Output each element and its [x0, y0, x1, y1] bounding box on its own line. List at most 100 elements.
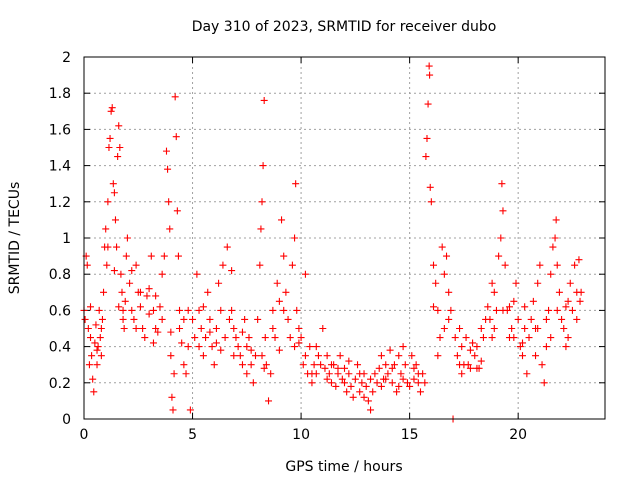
- data-point: [414, 379, 422, 387]
- data-point: [356, 370, 364, 378]
- data-point: [564, 334, 572, 342]
- data-point: [182, 370, 190, 378]
- data-point: [184, 343, 192, 351]
- data-point: [438, 243, 446, 251]
- data-point: [488, 334, 496, 342]
- data-point: [562, 343, 570, 351]
- data-point: [393, 388, 401, 396]
- data-point: [232, 334, 240, 342]
- data-point: [107, 107, 115, 115]
- data-point: [410, 375, 418, 383]
- data-point: [310, 361, 318, 369]
- data-point: [143, 292, 151, 300]
- data-point: [388, 364, 396, 372]
- data-point: [499, 207, 507, 215]
- data-point: [132, 261, 140, 269]
- data-point: [388, 379, 396, 387]
- data-point: [358, 379, 366, 387]
- data-point: [549, 243, 557, 251]
- data-point: [521, 325, 529, 332]
- data-point: [172, 133, 180, 141]
- data-point: [189, 315, 197, 323]
- data-point: [130, 315, 138, 323]
- data-point: [314, 352, 322, 360]
- data-point: [115, 122, 123, 130]
- data-point: [110, 189, 118, 197]
- data-point: [97, 325, 105, 332]
- data-point: [525, 334, 533, 342]
- data-point: [195, 306, 203, 314]
- data-point: [473, 364, 481, 372]
- data-point: [445, 288, 453, 296]
- data-point: [551, 234, 559, 242]
- data-point: [152, 325, 160, 332]
- data-point: [356, 388, 364, 396]
- data-point: [217, 306, 225, 314]
- data-point: [312, 343, 320, 351]
- data-point: [373, 379, 381, 387]
- data-point: [403, 379, 411, 387]
- data-point: [477, 357, 485, 365]
- data-point: [375, 364, 383, 372]
- data-point: [462, 334, 470, 342]
- data-point: [521, 303, 529, 311]
- data-point: [178, 339, 186, 347]
- data-point: [286, 334, 294, 342]
- data-point: [184, 306, 192, 314]
- data-point: [165, 198, 173, 206]
- data-point: [221, 334, 229, 342]
- y-tick-label: 2: [62, 50, 71, 66]
- data-point: [288, 261, 296, 269]
- data-point: [259, 162, 267, 170]
- data-point: [395, 382, 403, 390]
- data-point: [327, 361, 335, 369]
- data-point: [295, 325, 303, 332]
- data-point: [430, 303, 438, 311]
- data-point: [456, 325, 464, 332]
- data-point: [510, 334, 518, 342]
- data-point: [230, 325, 238, 332]
- data-point: [399, 343, 407, 351]
- data-point: [451, 334, 459, 342]
- data-point: [114, 153, 122, 161]
- data-point: [123, 234, 131, 242]
- data-point: [558, 315, 566, 323]
- data-point: [308, 379, 316, 387]
- data-point: [397, 370, 405, 378]
- data-point: [260, 364, 268, 372]
- data-point: [119, 306, 127, 314]
- data-point: [469, 339, 477, 347]
- data-point: [89, 375, 97, 383]
- data-point: [545, 306, 553, 314]
- data-point: [343, 388, 351, 396]
- data-point: [501, 261, 509, 269]
- data-point: [147, 252, 155, 260]
- data-point: [136, 288, 144, 296]
- plot-frame: [83, 56, 606, 420]
- data-point: [295, 339, 303, 347]
- y-axis-label: SRMTID / TECUs: [7, 182, 23, 295]
- data-point: [280, 306, 288, 314]
- data-point: [488, 279, 496, 287]
- data-point: [534, 325, 542, 332]
- data-point: [345, 357, 353, 365]
- data-point: [120, 325, 128, 332]
- data-point: [560, 325, 568, 332]
- data-point: [477, 325, 485, 332]
- y-tick-label: 1.8: [49, 86, 71, 102]
- data-point: [186, 406, 194, 414]
- data-point: [421, 379, 429, 387]
- data-point: [434, 306, 442, 314]
- data-point: [292, 180, 300, 188]
- y-tick-label: 1: [62, 231, 71, 247]
- data-point: [547, 270, 555, 278]
- data-point: [96, 334, 104, 342]
- data-point: [93, 361, 101, 369]
- data-point: [162, 147, 170, 155]
- data-point: [139, 325, 147, 332]
- data-point: [167, 352, 175, 360]
- data-point: [519, 339, 527, 347]
- data-point: [111, 216, 119, 224]
- data-point: [542, 315, 550, 323]
- data-point: [458, 370, 466, 378]
